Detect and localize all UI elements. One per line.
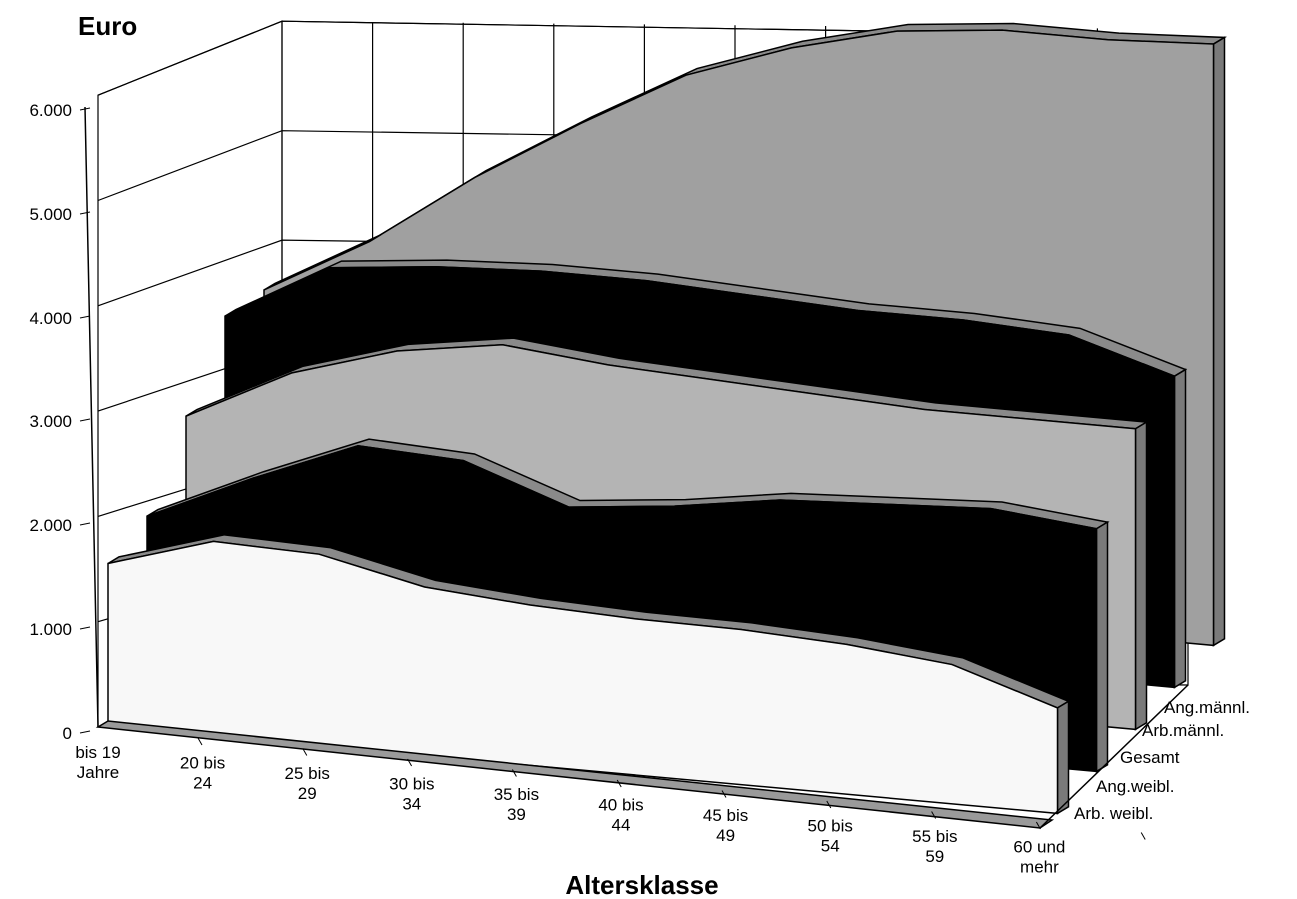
x-tick-label: 25 bis 29 <box>285 764 330 803</box>
x-tick-labels: bis 19 Jahre 20 bis 24 25 bis 29 30 bis 34 35 bi… <box>75 737 1146 877</box>
y-tick-label: 6.000 <box>29 101 72 120</box>
x-tick-label: bis 19 Jahre <box>75 743 120 782</box>
x-tick-mark <box>197 737 203 746</box>
z-axis-line <box>1039 684 1189 829</box>
y-tick-mark <box>79 626 91 630</box>
y-tick-label: 2.000 <box>29 516 72 535</box>
series-side-face <box>1134 420 1148 731</box>
x-tick-mark <box>302 748 308 756</box>
x-tick-mark <box>826 800 832 809</box>
y-tick-labels: 0 1.000 2.000 3.000 4.000 5.000 6.000 <box>29 101 91 743</box>
series-side-face <box>1056 699 1070 815</box>
x-tick-mark <box>1035 821 1041 830</box>
y-tick-mark <box>79 315 91 319</box>
y-tick-label: 1.000 <box>29 620 72 639</box>
series-side-face <box>1212 36 1226 647</box>
x-tick-label: 45 bis 49 <box>703 806 748 845</box>
y-tick-mark <box>79 418 91 422</box>
x-tick-label: 20 bis 24 <box>180 754 225 793</box>
y-tick-mark <box>79 107 91 111</box>
y-tick-label: 5.000 <box>29 205 72 224</box>
series-label: Arb. weibl. <box>1074 804 1153 823</box>
x-tick-mark <box>721 790 727 798</box>
series-label: Arb.männl. <box>1142 721 1224 740</box>
series-side-face <box>1173 368 1187 689</box>
floor-edge <box>95 720 1055 829</box>
series-labels: Arb. weibl. Ang.weibl. Gesamt Arb.männl. Ang… <box>1074 698 1250 823</box>
series-label: Ang.weibl. <box>1096 777 1174 796</box>
x-tick-mark <box>931 811 937 819</box>
y-axis-line <box>84 106 99 728</box>
x-tick-label: 30 bis 34 <box>389 775 434 814</box>
x-tick-label: 55 bis 59 <box>912 827 957 866</box>
x-tick-label: 50 bis 54 <box>808 817 853 856</box>
axes <box>84 106 1189 829</box>
y-tick-label: 4.000 <box>29 309 72 328</box>
series-label: Ang.männl. <box>1164 698 1250 717</box>
y-tick-mark <box>79 522 91 526</box>
unit-label: Euro <box>78 11 137 41</box>
y-tick-mark <box>79 730 91 734</box>
series-layer <box>107 22 1228 815</box>
x-tick-label: 40 bis 44 <box>598 796 643 835</box>
x-tick-mark <box>407 758 413 767</box>
series-label: Gesamt <box>1120 748 1180 767</box>
x-axis-title: Altersklasse <box>565 870 718 899</box>
x-tick-label: 60 und mehr <box>1013 838 1065 877</box>
x-tick-mark <box>1140 832 1146 840</box>
y-tick-mark <box>79 211 91 215</box>
x-tick-label: 35 bis 39 <box>494 785 539 824</box>
y-tick-label: 3.000 <box>29 412 72 431</box>
x-tick-mark <box>616 779 622 788</box>
y-tick-label: 0 <box>63 724 72 743</box>
x-tick-mark <box>511 769 517 777</box>
series-side-face <box>1095 520 1109 773</box>
